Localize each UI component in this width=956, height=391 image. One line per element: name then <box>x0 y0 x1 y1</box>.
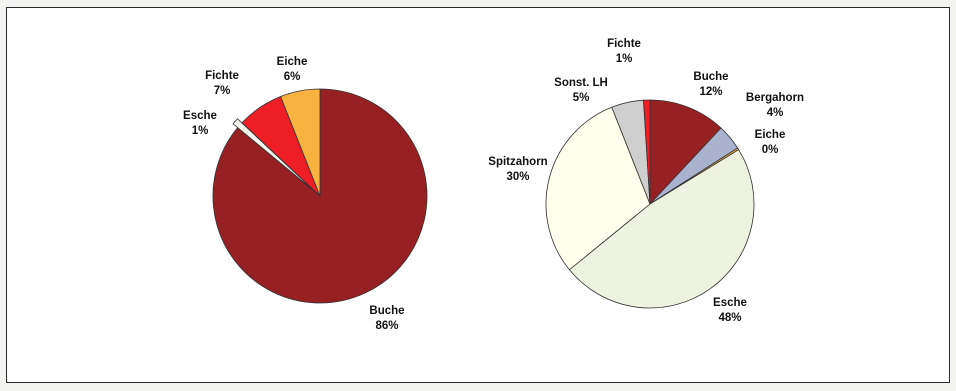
slice-label-eiche: Eiche 6% <box>277 56 308 83</box>
pie-chart-right: Buche 12% Bergahorn 4% Eiche 0% Esche 48% Spitza… <box>488 38 804 324</box>
slice-label-fichte: Fichte 7% <box>205 70 239 97</box>
pie-slice-esche <box>232 118 316 193</box>
slice-label-buche: Buche 86% <box>369 305 404 332</box>
chart-frame <box>6 7 950 383</box>
pie-slice-spitzahorn <box>545 106 651 271</box>
pie-chart-left: Buche 86% Esche 1% Fichte 7% Eiche 6% <box>183 56 428 332</box>
slice-label-fichte: Fichte 1% <box>607 38 641 65</box>
pie-slice-esche <box>568 149 755 309</box>
slice-label-esche: Esche 1% <box>183 110 217 137</box>
pie-slice-fichte <box>643 99 651 205</box>
slice-label-bergahorn: Bergahorn 4% <box>746 92 804 119</box>
pie-slice-buche <box>649 99 722 206</box>
pie-slice-eiche <box>280 88 321 197</box>
slice-label-sonst-lh: Sonst. LH 5% <box>554 77 608 104</box>
slice-label-esche: Esche 48% <box>713 297 747 324</box>
slice-label-buche: Buche 12% <box>693 71 728 98</box>
slice-label-eiche: Eiche 0% <box>755 129 786 156</box>
slice-label-spitzahorn: Spitzahorn 30% <box>488 156 547 183</box>
